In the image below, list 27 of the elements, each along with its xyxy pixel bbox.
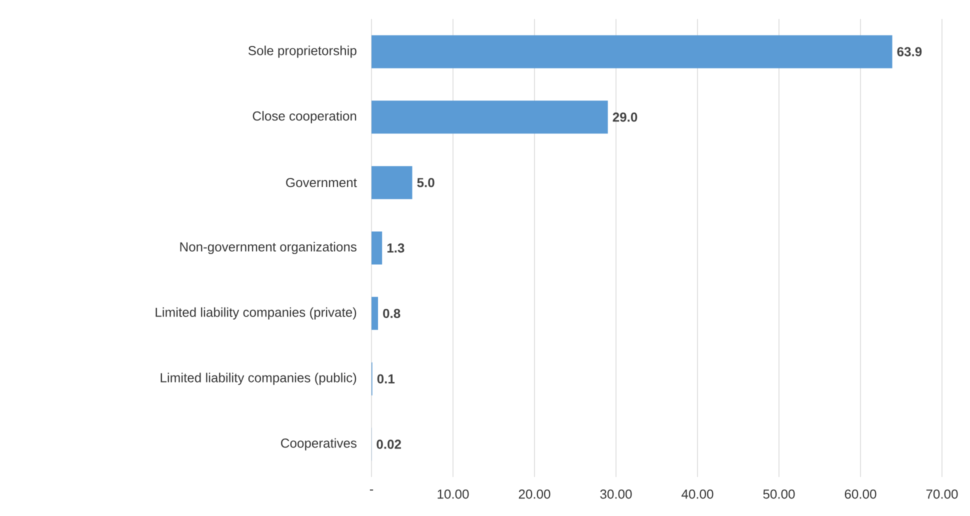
y-tick-label: Close cooperation xyxy=(252,111,356,124)
data-label: 0.02 xyxy=(376,440,401,449)
y-tick-label: Limited liability companies (private) xyxy=(156,307,356,320)
y-tick-label: Limited liability companies (public) xyxy=(160,372,356,385)
x-tick-label: - xyxy=(370,490,374,491)
x-tick-label: 60.00 xyxy=(844,490,876,499)
bar xyxy=(372,100,608,134)
x-tick-label: 30.00 xyxy=(600,490,632,499)
x-tick-label: 40.00 xyxy=(682,490,714,499)
x-tick-label: 70.00 xyxy=(926,490,958,499)
bar xyxy=(372,166,412,200)
bar xyxy=(372,296,378,330)
y-tick-label: Non-government organizations xyxy=(180,242,356,254)
x-tick-label: 50.00 xyxy=(763,490,795,499)
data-label: 0.8 xyxy=(383,308,400,318)
y-tick-label: Government xyxy=(286,178,357,188)
data-label: 0.1 xyxy=(377,374,395,384)
y-tick-label: Cooperatives xyxy=(281,438,356,450)
bar xyxy=(372,232,382,264)
x-tick-label: 20.00 xyxy=(518,490,550,499)
data-label: 5.0 xyxy=(417,178,434,188)
y-tick-label: Sole proprietorship xyxy=(248,46,356,58)
x-tick-label: 10.00 xyxy=(438,490,469,499)
data-label: 63.9 xyxy=(897,47,922,56)
data-label: 29.0 xyxy=(612,112,638,122)
bar xyxy=(372,35,892,68)
data-label: 1.3 xyxy=(387,243,404,253)
